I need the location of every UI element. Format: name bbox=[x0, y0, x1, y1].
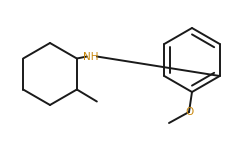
Text: NH: NH bbox=[83, 51, 99, 61]
Text: O: O bbox=[185, 107, 193, 117]
